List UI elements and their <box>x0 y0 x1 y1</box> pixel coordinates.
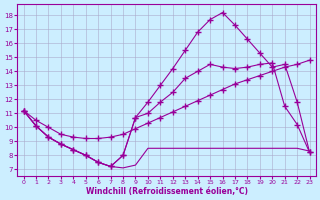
X-axis label: Windchill (Refroidissement éolien,°C): Windchill (Refroidissement éolien,°C) <box>85 187 248 196</box>
